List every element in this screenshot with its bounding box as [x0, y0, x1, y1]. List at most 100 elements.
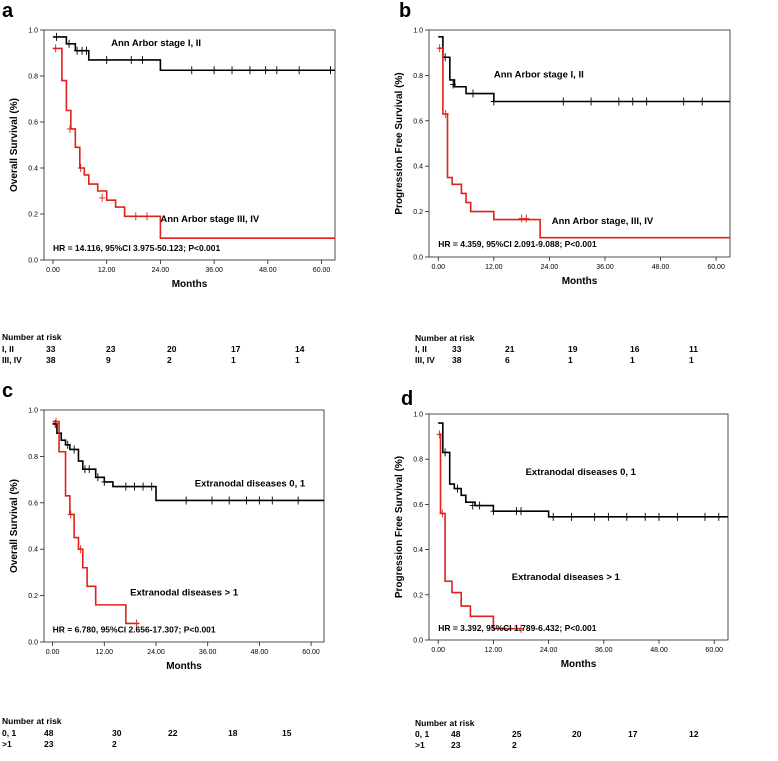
- risk-count-b-1-3: 1: [630, 355, 635, 365]
- y-tick-label: 0.4: [413, 164, 423, 171]
- y-tick-label: 0.8: [413, 73, 423, 80]
- series-label: Ann Arbor stage, III, IV: [552, 216, 654, 227]
- y-tick-label: 0.2: [28, 212, 38, 219]
- survival-curve: [438, 422, 728, 518]
- censor-mark: [518, 624, 524, 633]
- x-tick-label: 24.00: [541, 264, 559, 271]
- censor-mark: [550, 512, 557, 521]
- x-tick-label: 0.00: [431, 264, 445, 271]
- risk-count-b-1-2: 1: [568, 355, 573, 365]
- hazard-ratio-annotation: HR = 6.780, 95%CI 2.656-17.307; P<0.001: [53, 625, 216, 635]
- series-label: Extranodal diseases 0, 1: [195, 479, 306, 490]
- censor-mark: [133, 619, 140, 628]
- censor-mark: [643, 97, 650, 106]
- y-tick-label: 0.2: [413, 592, 423, 599]
- x-tick-label: 48.00: [652, 264, 670, 271]
- censor-mark: [66, 39, 73, 48]
- risk-count-d-0-0: 48: [451, 729, 461, 739]
- censor-mark: [295, 496, 302, 505]
- x-tick-label: 0.00: [46, 267, 60, 274]
- censor-mark: [699, 97, 706, 106]
- survival-curve: [52, 420, 139, 625]
- risk-count-a-0-2: 20: [167, 344, 177, 354]
- plot-frame: [428, 29, 731, 258]
- censor-mark: [122, 482, 129, 491]
- km-plot-a: 0.0 0.2 0.4 0.6 0.8 1.0 0.00 12.00 24.00 36.00 48.…: [9, 28, 336, 290]
- y-tick-label: 0.0: [28, 258, 38, 265]
- censor-mark: [629, 97, 636, 106]
- risk-count-d-0-4: 12: [689, 729, 699, 739]
- plot-frame: [43, 29, 336, 261]
- censor-mark: [436, 44, 443, 53]
- risk-count-b-1-0: 38: [452, 355, 462, 365]
- x-tick-label: 60.00: [302, 649, 320, 656]
- survival-curve: [438, 36, 730, 103]
- x-tick-label: 12.00: [485, 647, 503, 654]
- risk-count-b-0-4: 11: [689, 344, 698, 354]
- risk-count-c-0-0: 48: [44, 728, 54, 738]
- censor-mark: [450, 80, 457, 89]
- censor-mark: [490, 507, 497, 516]
- y-tick-label: 0.8: [413, 457, 423, 464]
- censor-mark: [327, 66, 334, 75]
- risk-title-b: Number at risk: [415, 333, 475, 343]
- y-tick-label: 0.8: [28, 454, 38, 461]
- y-tick-label: 0.4: [28, 547, 38, 554]
- censor-mark: [656, 512, 662, 521]
- km-panel-c: c 0.0 0.2 0.4 0.6 0.8 1.0 0.00 12.00 24.00 36.00 4…: [0, 380, 389, 760]
- series-label: Extranodal diseases > 1: [512, 572, 621, 583]
- censor-mark: [262, 66, 269, 75]
- y-tick-label: 0.2: [413, 209, 423, 216]
- x-axis-title: Months: [166, 661, 202, 672]
- censor-mark: [518, 507, 524, 516]
- censor-mark: [490, 97, 497, 106]
- x-tick-label: 12.00: [96, 649, 114, 656]
- panel-letter-b: b: [399, 0, 412, 22]
- censor-mark: [476, 501, 483, 510]
- x-tick-label: 48.00: [251, 649, 269, 656]
- hazard-ratio-annotation: HR = 3.392, 95%CI 1.789-6.432; P<0.001: [438, 623, 597, 633]
- km-plot-c: 0.0 0.2 0.4 0.6 0.8 1.0 0.00 12.00 24.00 36.00 48.…: [9, 408, 325, 672]
- censor-mark: [568, 512, 575, 521]
- censor-mark: [591, 512, 598, 521]
- km-panel-b: b 0.0 0.2 0.4 0.6 0.8 1.0 0.00 12.00 24.00 36.00 4…: [389, 0, 778, 380]
- x-tick-label: 24.00: [147, 649, 165, 656]
- x-tick-label: 60.00: [313, 267, 331, 274]
- risk-group-c-0: 0, 1: [2, 728, 17, 738]
- y-tick-label: 0.6: [413, 502, 423, 509]
- censor-mark: [442, 109, 449, 118]
- censor-mark: [469, 501, 476, 510]
- y-tick-label: 0.6: [28, 120, 38, 127]
- risk-group-a-1: III, IV: [2, 355, 22, 365]
- censor-mark: [560, 97, 567, 106]
- censor-mark: [131, 482, 138, 491]
- risk-count-d-1-0: 23: [451, 740, 461, 750]
- x-tick-label: 12.00: [485, 264, 503, 271]
- x-tick-label: 60.00: [705, 647, 723, 654]
- censor-mark: [52, 44, 59, 53]
- censor-mark: [469, 89, 476, 98]
- censor-mark: [256, 496, 263, 505]
- censor-mark: [66, 124, 73, 133]
- hazard-ratio-annotation: HR = 4.359, 95%CI 2.091-9.088; P<0.001: [438, 239, 597, 249]
- censor-mark: [128, 55, 135, 64]
- y-tick-label: 0.0: [413, 638, 423, 645]
- risk-group-b-1: III, IV: [415, 355, 435, 365]
- risk-count-b-0-3: 16: [630, 344, 640, 354]
- panel-letter-c: c: [2, 380, 14, 402]
- censor-mark: [226, 496, 233, 505]
- risk-count-a-0-4: 14: [295, 344, 305, 354]
- x-tick-label: 12.00: [98, 267, 116, 274]
- risk-count-a-0-0: 33: [46, 344, 56, 354]
- y-tick-label: 1.0: [413, 28, 423, 35]
- x-tick-label: 0.00: [46, 649, 60, 656]
- y-axis-title: Overall Survival (%): [9, 98, 20, 192]
- y-tick-label: 0.0: [28, 640, 38, 647]
- censor-mark: [99, 193, 106, 202]
- censor-mark: [53, 417, 60, 426]
- panel-letter-d: d: [401, 388, 414, 410]
- series-label: Ann Arbor stage III, IV: [160, 214, 260, 225]
- y-tick-label: 1.0: [28, 28, 38, 35]
- risk-count-b-1-1: 6: [505, 355, 510, 365]
- censor-mark: [674, 512, 681, 521]
